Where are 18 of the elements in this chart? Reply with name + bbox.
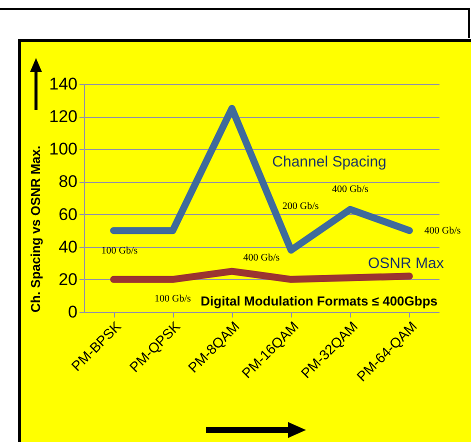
annotation: 100 Gb/s: [154, 293, 192, 304]
y-tick-label: 0: [68, 302, 78, 322]
series-label: OSNR Max: [368, 254, 444, 272]
y-tick-label: 20: [58, 270, 78, 289]
annotation: 400 Gb/s: [332, 184, 369, 195]
y-tick-label: 140: [49, 74, 78, 94]
y-tick-label: 80: [58, 172, 78, 192]
annotation: 100 Gb/s: [101, 245, 138, 256]
series-label: Channel Spacing: [272, 154, 386, 171]
annotation: 400 Gb/s: [243, 252, 280, 264]
annotation: 200 Gb/s: [282, 200, 319, 212]
y-tick-label: 40: [58, 237, 78, 256]
y-tick-label: 60: [58, 204, 78, 224]
y-axis-title: Ch. Spacing vs OSNR Max.: [28, 146, 44, 312]
x-axis-title: Digital Modulation Formats ≤ 400Gbps: [200, 294, 438, 308]
y-tick-label: 100: [49, 140, 78, 159]
y-tick-label: 120: [49, 107, 78, 126]
annotation: 400 Gb/s: [424, 226, 461, 237]
